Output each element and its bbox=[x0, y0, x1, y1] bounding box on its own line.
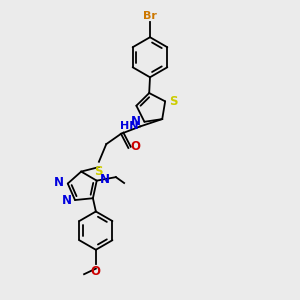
Text: Br: Br bbox=[143, 11, 157, 21]
Text: N: N bbox=[54, 176, 64, 189]
Text: N: N bbox=[61, 194, 71, 207]
Text: S: S bbox=[169, 95, 178, 108]
Text: O: O bbox=[130, 140, 140, 153]
Text: S: S bbox=[94, 165, 102, 178]
Text: O: O bbox=[91, 265, 101, 278]
Text: HN: HN bbox=[120, 121, 139, 131]
Text: N: N bbox=[100, 173, 110, 186]
Text: N: N bbox=[131, 115, 141, 128]
